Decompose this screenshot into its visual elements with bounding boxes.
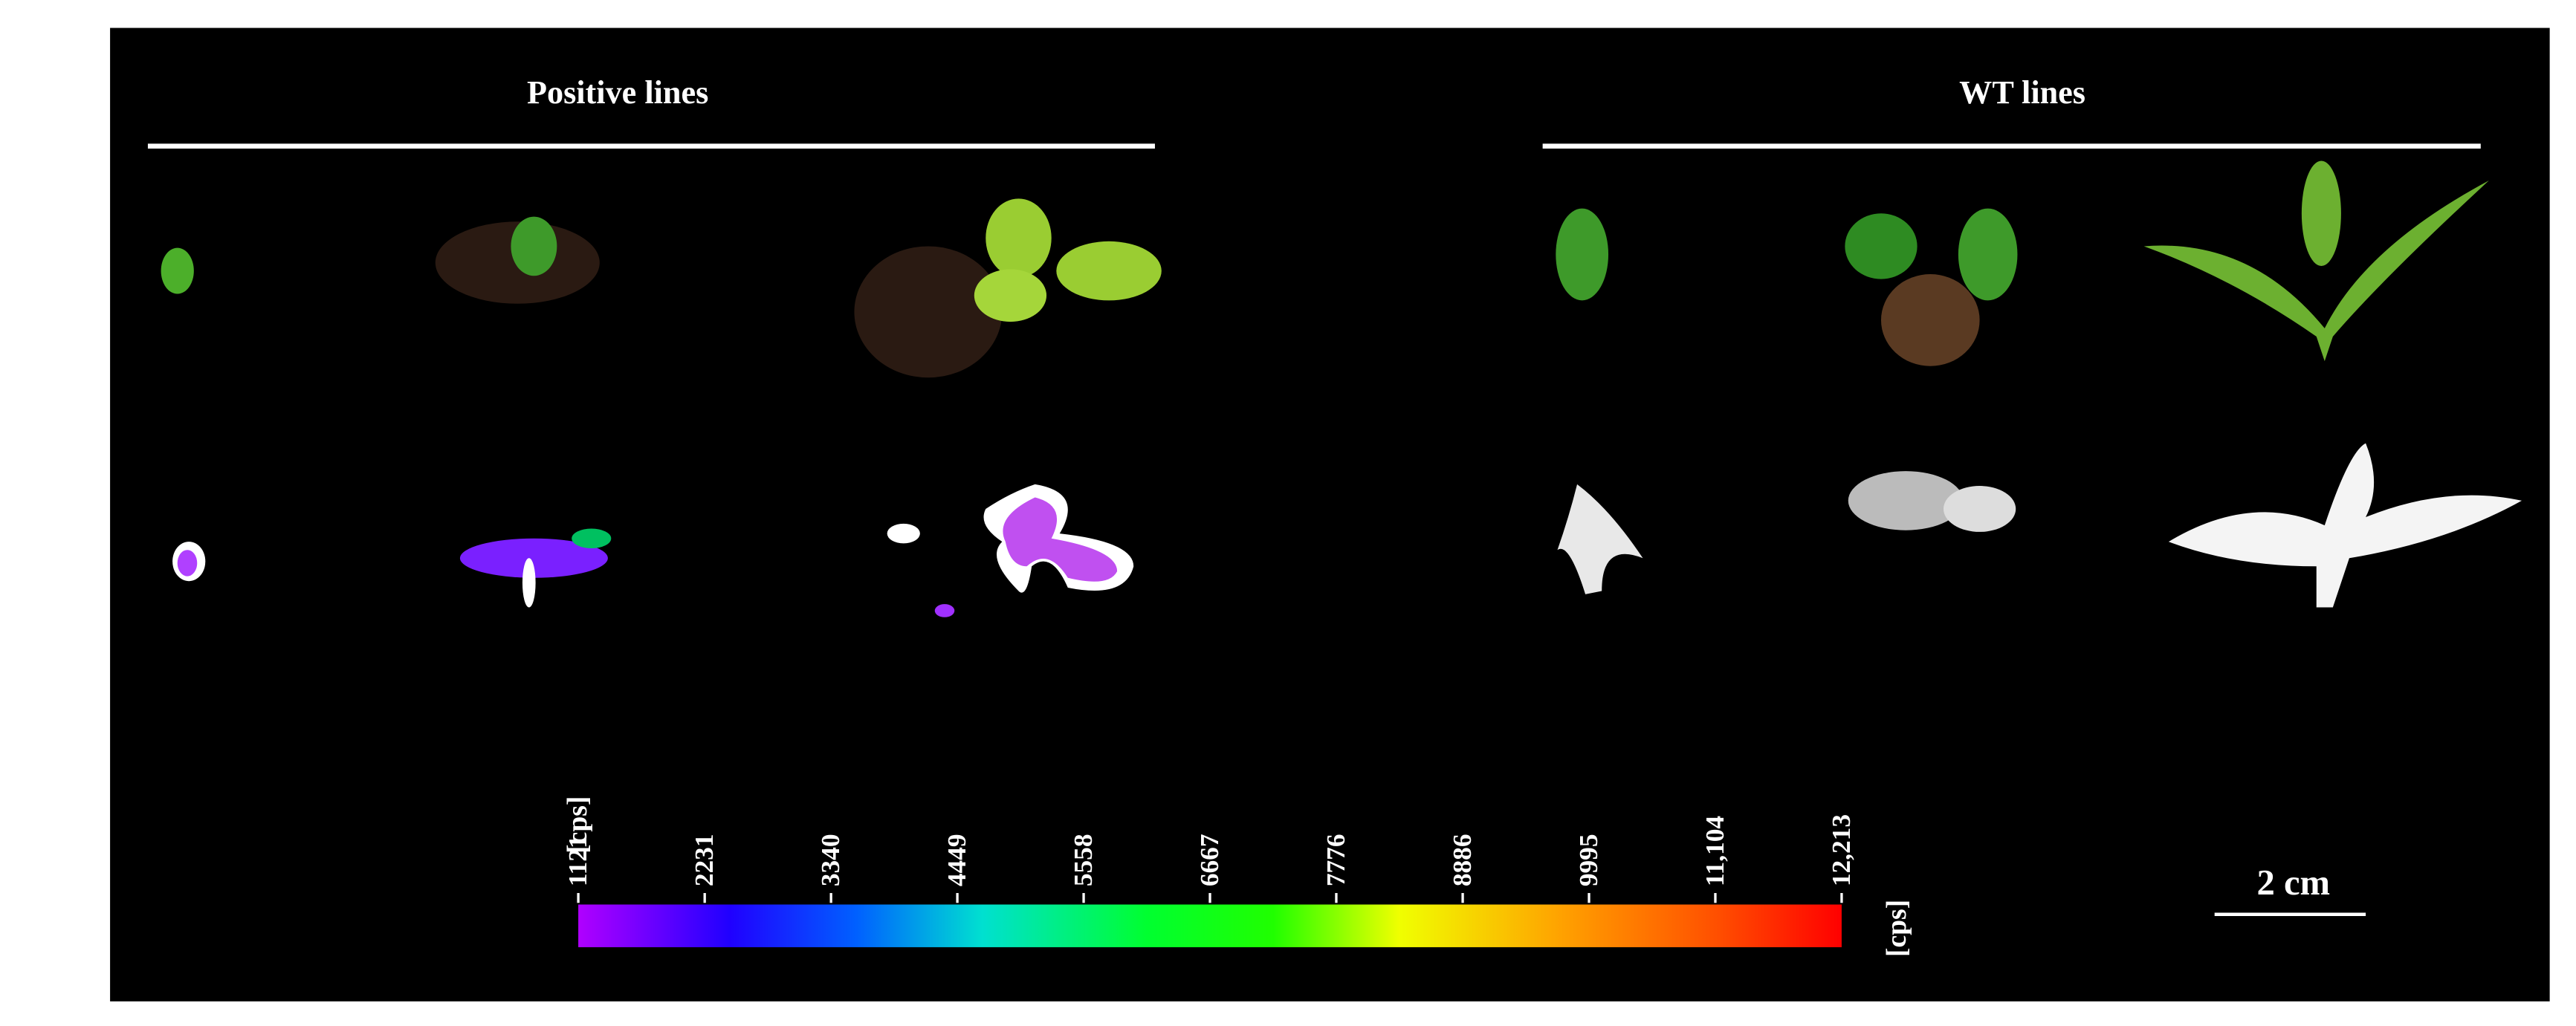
colorbar-tick-label: 7776 — [1321, 834, 1350, 886]
colorbar-tick-label: 12,213 — [1826, 814, 1856, 886]
header: WT lines — [1959, 74, 2085, 111]
colorbar-tick-label: 4449 — [942, 834, 971, 886]
colorbar-tick-label: 6667 — [1194, 834, 1224, 886]
colorbar-tick-label: 3340 — [815, 834, 845, 886]
colorbar-tick-label: 5558 — [1068, 834, 1098, 886]
colorbar-tick-label: 2231 — [689, 834, 719, 886]
row-label: (A) — [20, 233, 102, 299]
colorbar — [578, 904, 1842, 947]
colorbar-unit: [cps] — [563, 796, 593, 854]
panel — [110, 27, 2550, 1001]
colorbar-tick-label: 11,104 — [1700, 816, 1729, 887]
plant-photos — [161, 160, 2522, 617]
colorbar-ticks: 1121 2231 3340 4449 5558 6667 7776 8886 9995 11,1… — [563, 814, 1856, 903]
row-label: (B) — [22, 529, 100, 594]
header: Positive lines — [527, 74, 708, 111]
colorbar-tick-label: 8886 — [1447, 834, 1477, 886]
colorbar-tick-label: 9995 — [1573, 834, 1603, 886]
scale-bar-label: 2 cm — [2257, 863, 2331, 903]
colorbar-unit: [cps] — [1882, 900, 1912, 957]
colorbar-tick-label: 1121 — [563, 835, 592, 886]
